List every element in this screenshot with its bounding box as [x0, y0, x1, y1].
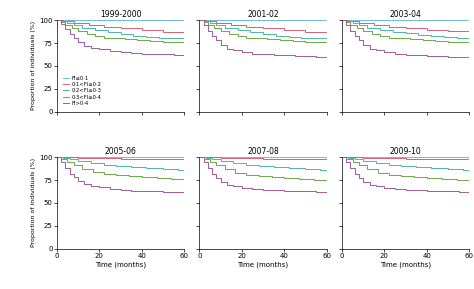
0·3<FI≤0·4: [147, 40, 153, 43]
Y-axis label: Proportion of individuals (%): Proportion of individuals (%): [31, 21, 36, 110]
0·3<FI≤0·4: [69, 27, 74, 30]
0·3<FI≤0·4: [122, 38, 128, 41]
0·2<FI≤0·3: [130, 34, 136, 38]
FI>0·4: [149, 52, 155, 56]
0·2<FI≤0·3: [118, 32, 123, 36]
0·2<FI≤0·3: [143, 35, 149, 38]
0·2<FI≤0·3: [105, 30, 110, 34]
0·3<FI≤0·4: [173, 40, 179, 44]
0·3<FI≤0·4: [63, 23, 68, 27]
0·3<FI≤0·4: [100, 36, 106, 39]
Title: 2007-08: 2007-08: [247, 147, 279, 156]
FI>0·4: [63, 28, 68, 31]
0·1<FI≤0·2: [118, 27, 123, 30]
0·3<FI≤0·4: [135, 39, 140, 42]
X-axis label: Time (months): Time (months): [237, 262, 289, 268]
0·1<FI≤0·2: [54, 18, 60, 22]
FI>0·4: [58, 22, 64, 26]
0·2<FI≤0·3: [54, 18, 60, 22]
Line: 0·1<FI≤0·2: 0·1<FI≤0·2: [57, 20, 184, 33]
FI>0·4: [128, 51, 134, 55]
0·2<FI≤0·3: [169, 37, 174, 40]
0·1<FI≤0·2: [60, 19, 66, 23]
FI>0·4: [182, 54, 187, 57]
FI>0·4: [82, 44, 87, 47]
0·3<FI≤0·4: [182, 41, 187, 44]
0·3<FI≤0·4: [84, 32, 90, 36]
Y-axis label: Proportion of individuals (%): Proportion of individuals (%): [31, 158, 36, 247]
0·3<FI≤0·4: [54, 18, 60, 22]
FI>0·4: [75, 40, 81, 44]
0·1<FI≤0·2: [160, 30, 166, 34]
0·1<FI≤0·2: [139, 29, 145, 32]
0·3<FI≤0·4: [111, 37, 117, 40]
FI>0·4: [97, 48, 102, 51]
Line: 0·3<FI≤0·4: 0·3<FI≤0·4: [57, 20, 184, 42]
FI>0·4: [67, 32, 73, 36]
FI>0·4: [171, 53, 176, 57]
X-axis label: Time (months): Time (months): [95, 262, 146, 268]
0·2<FI≤0·3: [58, 19, 64, 23]
0·2<FI≤0·3: [92, 29, 98, 32]
0·2<FI≤0·3: [71, 23, 77, 27]
Title: 1999-2000: 1999-2000: [100, 10, 141, 19]
0·2<FI≤0·3: [182, 38, 187, 41]
0·3<FI≤0·4: [160, 40, 166, 43]
FI>0·4: [88, 46, 94, 49]
0·3<FI≤0·4: [58, 20, 64, 24]
FI>0·4: [160, 53, 166, 56]
0·2<FI≤0·3: [156, 36, 162, 39]
FI>0·4: [118, 51, 123, 54]
FI>0·4: [71, 37, 77, 40]
Title: 2001-02: 2001-02: [247, 10, 279, 19]
FI>0·4: [139, 52, 145, 55]
0·1<FI≤0·2: [86, 23, 91, 27]
0·2<FI≤0·3: [80, 26, 85, 29]
0·1<FI≤0·2: [71, 21, 77, 25]
X-axis label: Time (months): Time (months): [380, 262, 431, 268]
FI>0·4: [54, 18, 60, 22]
Line: 0·2<FI≤0·3: 0·2<FI≤0·3: [57, 20, 184, 39]
0·3<FI≤0·4: [92, 34, 98, 38]
0·1<FI≤0·2: [100, 25, 106, 28]
FI>0·4: [107, 49, 113, 53]
Title: 2009-10: 2009-10: [390, 147, 421, 156]
Legend: FI≤0·1, 0·1<FI≤0·2, 0·2<FI≤0·3, 0·3<FI≤0·4, FI>0·4: FI≤0·1, 0·1<FI≤0·2, 0·2<FI≤0·3, 0·3<FI≤0…: [61, 73, 103, 108]
0·2<FI≤0·3: [64, 21, 70, 25]
Line: FI>0·4: FI>0·4: [57, 20, 184, 55]
Title: 2005-06: 2005-06: [105, 147, 137, 156]
Title: 2003-04: 2003-04: [390, 10, 421, 19]
0·1<FI≤0·2: [182, 31, 187, 35]
0·3<FI≤0·4: [75, 29, 81, 33]
